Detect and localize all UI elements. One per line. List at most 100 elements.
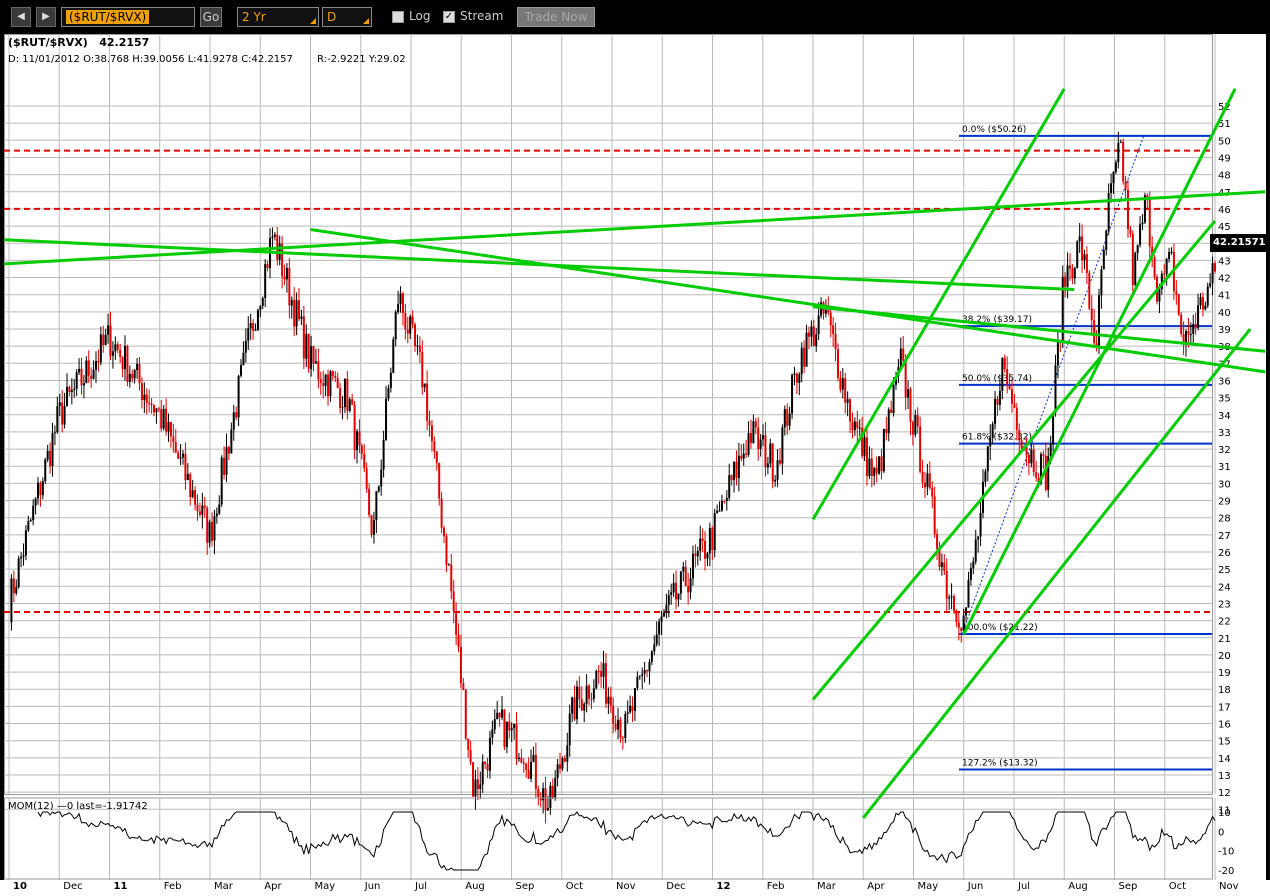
y-tick-label: 29 [1218,497,1231,508]
candle-body [363,453,366,469]
x-tick-label: Aug [1068,881,1088,892]
candle-body [505,721,508,748]
candle-body [223,457,226,475]
candle-body [46,450,49,460]
candle-body [114,344,117,352]
x-tick-label: Jun [967,881,984,892]
candle-body [689,578,692,593]
candle-body [604,663,607,704]
candle-body [919,426,922,472]
candle-body [138,363,141,384]
x-tick-label: Jul [415,881,428,892]
candle-body [940,562,943,568]
candle-body [1158,289,1161,302]
candle-body [510,728,513,731]
symbol-input[interactable]: ($RUT/$RVX) [61,7,195,27]
candle-body [119,349,122,357]
y-tick-label: 31 [1218,462,1231,473]
candle-body [580,699,583,711]
frequency-select[interactable]: D [322,7,372,27]
candle-body [728,475,731,498]
candle-body [157,408,160,410]
candle-body [602,663,605,677]
x-tick-label: Sep [1118,881,1138,892]
candle-body [227,447,230,454]
candle-body [711,528,714,551]
symbol-header: ($RUT/$RVX) 42.2157 [8,36,150,49]
candle-body [1187,331,1190,335]
candle-body [87,360,90,376]
candle-body [365,468,368,489]
y-tick-label: 28 [1218,514,1231,525]
candle-body [503,709,506,748]
candle-body [861,427,864,456]
candle-body [827,309,830,313]
candle-body [153,405,156,413]
candle-body [517,757,520,760]
period-select[interactable]: 2 Yr [237,7,319,27]
candle-body [111,351,114,356]
go-button[interactable]: Go [200,7,222,27]
x-tick-label: 12 [716,881,731,892]
candle-body [433,441,436,452]
candle-body [124,345,127,370]
next-icon[interactable]: ▶ [36,7,56,27]
candle-body [283,276,286,280]
candle-body [121,356,124,370]
candle-body [781,427,784,464]
candle-body [1209,283,1212,287]
candle-body [421,352,424,388]
candle-body [902,348,905,361]
candle-body [989,437,992,447]
candle-body [462,683,465,690]
candle-body [631,705,634,711]
prev-icon[interactable]: ◀ [11,7,31,27]
candle-body [807,332,810,337]
candle-body [220,457,223,505]
candle-body [237,375,240,418]
candle-body [165,408,168,432]
candle-body [39,482,42,496]
x-tick-label: Feb [766,881,785,892]
fib-level-label: 127.2% ($13.32) [962,759,1038,769]
log-label: Log [409,9,431,23]
x-tick-label: Dec [63,881,83,892]
candle-body [585,685,588,704]
candle-body [1107,192,1110,231]
chart-panel: 11 12 13 14 15 16 17 18 19 20 21 22 23 24 25 26 27 28 29 30… [4,34,1266,880]
candle-body [1006,369,1009,386]
candle-body [1052,412,1055,445]
candle-body [839,377,842,390]
candle-body [1085,254,1088,273]
candle-body [476,779,479,789]
log-checkbox[interactable] [392,11,404,23]
trade-now-button[interactable]: Trade Now [517,7,595,27]
candle-body [687,585,690,593]
candle-body [215,513,218,517]
candle-body [109,325,112,356]
candle-body [399,293,402,305]
candle-body [1068,265,1071,269]
candle-body [1054,365,1057,413]
candle-body [177,452,180,459]
candle-body [310,346,313,369]
candle-body [590,698,593,700]
candle-body [1163,273,1166,275]
stream-checkbox[interactable]: ✓ [443,11,455,23]
candle-body [302,316,305,359]
candle-body [27,521,30,531]
candle-body [1013,403,1016,408]
candle-body [1039,454,1042,483]
candle-body [351,399,354,405]
candle-body [230,429,233,454]
candle-body [169,422,172,437]
candle-body [699,538,702,551]
x-tick-label: Aug [465,881,485,892]
candle-body [1146,195,1149,199]
candle-body [416,345,419,347]
candle-body [198,511,201,515]
candle-body [846,399,849,403]
candle-body [206,508,209,543]
candle-body [126,345,129,382]
candle-body [80,368,83,386]
